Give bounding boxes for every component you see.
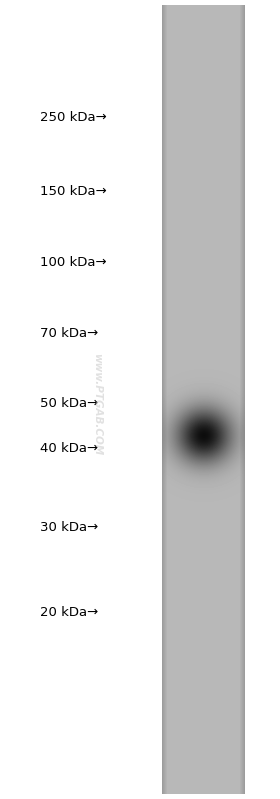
Text: 250 kDa→: 250 kDa→ — [39, 111, 106, 124]
Text: 70 kDa→: 70 kDa→ — [39, 327, 98, 340]
Text: 150 kDa→: 150 kDa→ — [39, 185, 106, 198]
Text: 40 kDa→: 40 kDa→ — [39, 442, 98, 455]
Text: 20 kDa→: 20 kDa→ — [39, 606, 98, 619]
Text: 50 kDa→: 50 kDa→ — [39, 397, 98, 411]
Text: www.PTGAB.COM: www.PTGAB.COM — [92, 352, 102, 455]
Text: 100 kDa→: 100 kDa→ — [39, 256, 106, 268]
Text: 30 kDa→: 30 kDa→ — [39, 521, 98, 534]
